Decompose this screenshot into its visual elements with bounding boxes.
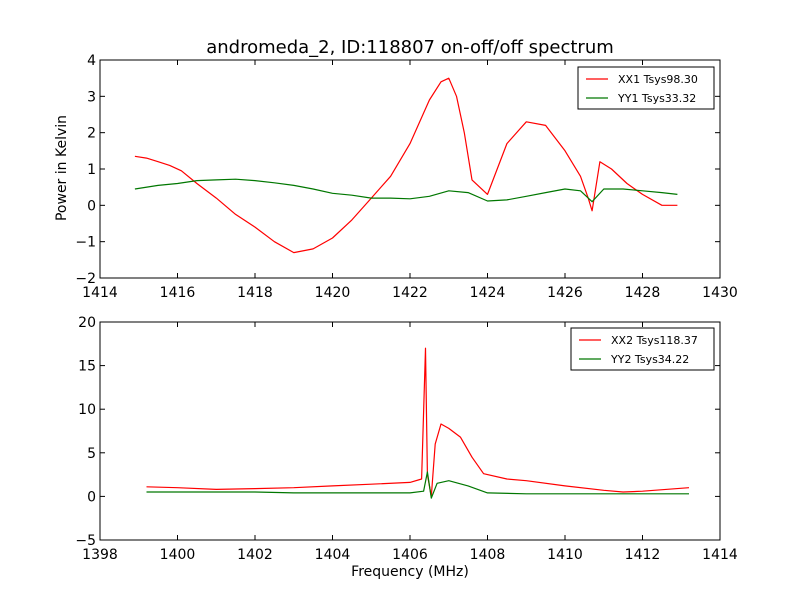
- x-tick-label: 1408: [470, 547, 506, 563]
- x-tick-label: 1430: [702, 285, 738, 301]
- legend: XX1 Tsys98.30 YY1 Tsys33.32: [577, 66, 715, 110]
- x-tick-label: 1414: [702, 547, 738, 563]
- legend-box: [577, 66, 715, 110]
- x-tick-label: 1414: [82, 285, 118, 301]
- y-tick-label: 10: [78, 402, 96, 418]
- legend-box: [570, 327, 715, 371]
- bottom-panel: 1398 1400 1402 1404 1406 1408 1410 1412 1414 −5 0 5…: [75, 315, 738, 563]
- legend: XX2 Tsys118.37 YY2 Tsys34.22: [570, 327, 715, 371]
- legend-entry: YY2 Tsys34.22: [610, 353, 689, 366]
- series-line-2: [146, 471, 689, 499]
- y-tick-label: 3: [87, 89, 96, 105]
- legend-entry: XX1 Tsys98.30: [618, 73, 698, 86]
- y-tick-label: 1: [87, 162, 96, 178]
- series-line-1: [134, 77, 678, 254]
- chart-title: andromeda_2, ID:118807 on-off/off spectr…: [206, 37, 614, 58]
- x-tick-label: 1400: [160, 547, 196, 563]
- y-tick-label: 0: [87, 489, 96, 505]
- y-tick-label: 5: [87, 446, 96, 462]
- x-tick-label: 1428: [625, 285, 661, 301]
- x-axis-label: Frequency (MHz): [351, 564, 469, 580]
- x-tick-label: 1426: [547, 285, 583, 301]
- x-tick-label: 1420: [315, 285, 351, 301]
- y-tick-label: 20: [78, 315, 96, 331]
- y-tick-label: −1: [75, 235, 96, 251]
- x-tick-label: 1422: [392, 285, 428, 301]
- y-tick-label: 15: [78, 359, 96, 375]
- x-tick-label: 1418: [237, 285, 273, 301]
- x-tick-label: 1406: [392, 547, 428, 563]
- y-tick-label: −5: [75, 533, 96, 549]
- y-tick-label: 0: [87, 198, 96, 214]
- y-tick-label: 4: [87, 53, 96, 69]
- x-tick-label: 1410: [547, 547, 583, 563]
- x-tick-label: 1402: [237, 547, 273, 563]
- series-line-2: [134, 178, 678, 203]
- y-tick-label: 2: [87, 126, 96, 142]
- legend-entry: YY1 Tsys33.32: [617, 92, 696, 105]
- y-axis-label: Power in Kelvin: [54, 115, 70, 221]
- series-line-1: [146, 347, 690, 497]
- x-tick-label: 1404: [315, 547, 351, 563]
- x-tick-label: 1412: [625, 547, 661, 563]
- y-tick-label: −2: [75, 271, 96, 287]
- x-tick-label: 1424: [470, 285, 506, 301]
- x-tick-label: 1416: [160, 285, 196, 301]
- legend-entry: XX2 Tsys118.37: [611, 334, 698, 347]
- x-tick-label: 1398: [82, 547, 118, 563]
- top-panel: 1414 1416 1418 1420 1422 1424 1426 1428 1430−2−1…: [75, 53, 737, 301]
